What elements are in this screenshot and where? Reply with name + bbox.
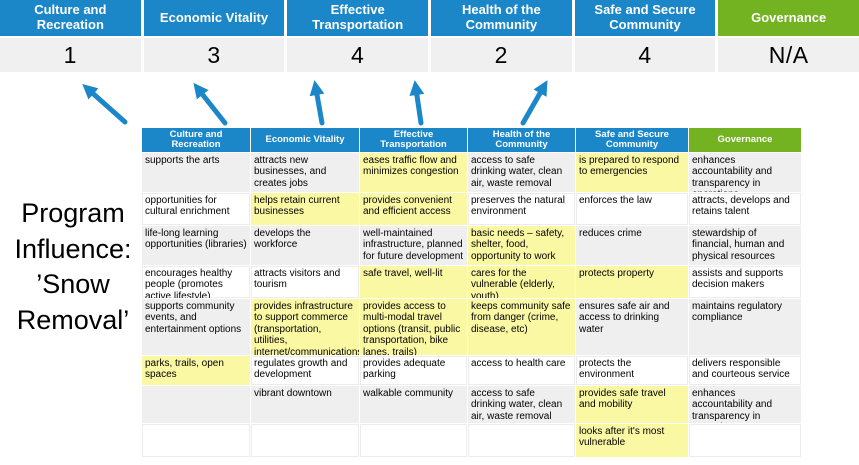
- matrix-cell: protects the environment: [576, 356, 688, 385]
- category-header: Safe and Secure Community: [574, 0, 716, 36]
- matrix-cell: reduces crime: [576, 226, 688, 265]
- matrix-cell: [142, 386, 250, 423]
- scoreboard-column: Safe and Secure Community 4: [574, 0, 716, 72]
- matrix-cell: delivers responsible and courteous servi…: [689, 356, 801, 385]
- score-value: N/A: [718, 38, 859, 72]
- matrix-cell: [142, 424, 250, 457]
- program-influence-label: Program Influence: ’Snow Removal’: [0, 196, 146, 339]
- matrix-cell: enhances accountability and transparency…: [689, 386, 801, 423]
- matrix-cell-highlighted: helps retain current businesses: [251, 193, 359, 225]
- matrix-cell: encourages healthy people (promotes acti…: [142, 266, 250, 298]
- matrix-cell-highlighted: safe travel, well-lit: [360, 266, 467, 298]
- scoreboard-column: Governance N/A: [718, 0, 859, 72]
- matrix-cell-highlighted: provides convenient and efficient access: [360, 193, 467, 225]
- matrix-cell-highlighted: provides safe travel and mobility: [576, 386, 688, 423]
- program-label-line: Program: [21, 198, 125, 228]
- score-value: 4: [574, 38, 716, 72]
- matrix-cell-highlighted: parks, trails, open spaces: [142, 356, 250, 385]
- matrix-cell: attracts, develops and retains talent: [689, 193, 801, 225]
- scoreboard-column: Culture and Recreation 1: [0, 0, 141, 72]
- matrix-cell: walkable community: [360, 386, 467, 423]
- influence-arrows: [82, 80, 548, 126]
- arrow-economic: [193, 82, 228, 126]
- matrix-cell: attracts new businesses, and creates job…: [251, 153, 359, 192]
- program-label-line: ’Snow: [36, 269, 110, 300]
- category-header: Culture and Recreation: [0, 0, 141, 36]
- matrix-cell-highlighted: eases traffic flow and minimizes congest…: [360, 153, 467, 192]
- arrow-safe: [520, 80, 548, 126]
- matrix-cell: well-maintained infrastructure, planned …: [360, 226, 467, 265]
- matrix-cell: assists and supports decision makers: [689, 266, 801, 298]
- matrix-cell: [251, 424, 359, 457]
- category-header: Economic Vitality: [143, 0, 285, 36]
- matrix-cell-highlighted: keeps community safe from danger (crime,…: [468, 299, 575, 355]
- matrix-cell: supports the arts: [142, 153, 250, 192]
- matrix-cell: enhances accountability and transparency…: [689, 153, 801, 192]
- matrix-cell: provides adequate parking: [360, 356, 467, 385]
- matrix-cell-highlighted: cares for the vulnerable (elderly, youth…: [468, 266, 575, 298]
- score-value: 2: [431, 38, 572, 72]
- matrix-cell: stewardship of financial, human and phys…: [689, 226, 801, 265]
- matrix-cell: vibrant downtown: [251, 386, 359, 423]
- matrix-column-header: Effective Transportation: [360, 128, 467, 152]
- matrix-cell: access to safe drinking water, clean air…: [468, 153, 575, 192]
- category-header: Governance: [718, 0, 859, 36]
- program-label-line: Removal’: [16, 304, 130, 335]
- score-value: 1: [0, 38, 141, 72]
- matrix-column-header: Culture and Recreation: [142, 128, 250, 152]
- arrow-health: [409, 80, 425, 126]
- scoreboard: Culture and Recreation 1 Economic Vitality…: [0, 0, 859, 72]
- matrix-cell: enforces the law: [576, 193, 688, 225]
- program-label-line: Influence:: [14, 233, 132, 264]
- scoreboard-column: Health of the Community 2: [431, 0, 572, 72]
- matrix-cell-highlighted: is prepared to respond to emergencies: [576, 153, 688, 192]
- matrix-cell: supports community events, and entertain…: [142, 299, 250, 355]
- arrow-transportation: [309, 80, 325, 126]
- matrix-cell: develops the workforce: [251, 226, 359, 265]
- matrix-cell: ensures safe air and access to drinking …: [576, 299, 688, 355]
- matrix-cell-highlighted: provides access to multi-modal travel op…: [360, 299, 467, 355]
- influence-matrix: Culture and Recreation Economic Vitality E…: [142, 128, 801, 457]
- matrix-column-header: Safe and Secure Community: [576, 128, 688, 152]
- matrix-cell: [360, 424, 467, 457]
- matrix-cell: regulates growth and development: [251, 356, 359, 385]
- matrix-cell-highlighted: looks after it's most vulnerable: [576, 424, 688, 457]
- matrix-cell: access to safe drinking water, clean air…: [468, 386, 575, 423]
- matrix-cell-highlighted: provides infrastructure to support comme…: [251, 299, 359, 355]
- matrix-column-header: Health of the Community: [468, 128, 575, 152]
- matrix-cell: opportunities for cultural enrichment: [142, 193, 250, 225]
- matrix-cell: maintains regulatory compliance: [689, 299, 801, 355]
- matrix-cell: [468, 424, 575, 457]
- arrow-culture: [82, 84, 128, 125]
- score-value: 3: [143, 38, 285, 72]
- matrix-cell: [689, 424, 801, 457]
- matrix-cell: attracts visitors and tourism: [251, 266, 359, 298]
- score-value: 4: [287, 38, 428, 72]
- category-header: Effective Transportation: [287, 0, 428, 36]
- matrix-column-header: Governance: [689, 128, 801, 152]
- matrix-cell-highlighted: protects property: [576, 266, 688, 298]
- scoreboard-column: Effective Transportation 4: [287, 0, 428, 72]
- matrix-column-header: Economic Vitality: [251, 128, 359, 152]
- scoreboard-column: Economic Vitality 3: [143, 0, 285, 72]
- category-header: Health of the Community: [431, 0, 572, 36]
- matrix-cell: preserves the natural environment: [468, 193, 575, 225]
- matrix-cell-highlighted: basic needs – safety, shelter, food, opp…: [468, 226, 575, 265]
- matrix-cell: access to health care: [468, 356, 575, 385]
- matrix-cell: life-long learning opportunities (librar…: [142, 226, 250, 265]
